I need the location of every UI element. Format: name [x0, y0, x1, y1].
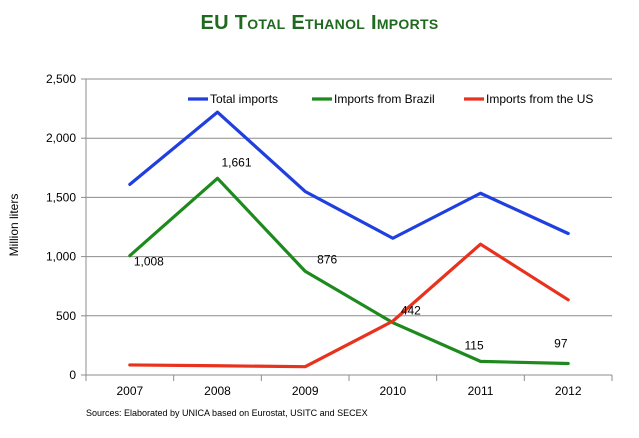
- data-label: 97: [554, 337, 568, 351]
- x-axis-ticks: 2007 2008 2009 2010 2011 2012: [85, 375, 613, 398]
- series-line-0: [128, 110, 570, 240]
- axes: [85, 79, 612, 376]
- y-axis-label: Million liters: [7, 194, 21, 257]
- legend-label: Imports from the US: [486, 92, 593, 106]
- data-label: 115: [465, 338, 484, 352]
- data-label: 876: [317, 252, 337, 266]
- y-tick-label: 2,500: [46, 72, 76, 86]
- series-line-1: [128, 176, 570, 366]
- y-tick-label: 1,000: [46, 250, 76, 264]
- series-line-2: [128, 242, 570, 369]
- y-axis-ticks: 0 500 1,000 1,500 2,000 2,500: [46, 72, 86, 382]
- legend-label: Imports from Brazil: [334, 92, 435, 106]
- data-labels: 1,008 1,661 876 442 115 97: [134, 155, 568, 352]
- legend-label: Total imports: [210, 92, 278, 106]
- x-tick-label: 2008: [204, 384, 231, 398]
- data-label: 1,661: [222, 155, 252, 169]
- source-note: Sources: Elaborated by UNICA based on Eu…: [86, 408, 368, 418]
- y-tick-label: 500: [56, 309, 76, 323]
- x-tick-label: 2007: [116, 384, 143, 398]
- legend: Total imports Imports from Brazil Imports …: [188, 92, 593, 106]
- legend-item: Total imports: [188, 92, 278, 106]
- y-tick-label: 2,000: [46, 131, 76, 145]
- x-tick-label: 2009: [292, 384, 319, 398]
- data-label: 1,008: [134, 255, 164, 269]
- x-tick-label: 2011: [468, 384, 494, 398]
- y-tick-label: 1,500: [46, 190, 76, 204]
- x-tick-label: 2012: [555, 384, 582, 398]
- y-tick-label: 0: [69, 368, 76, 382]
- chart-title: EU Total Ethanol Imports: [200, 12, 439, 34]
- series-lines: [128, 110, 570, 369]
- gridlines: [86, 78, 612, 317]
- legend-item: Imports from the US: [464, 92, 593, 106]
- data-label: 442: [401, 304, 421, 318]
- x-tick-label: 2010: [379, 384, 406, 398]
- legend-item: Imports from Brazil: [312, 92, 435, 106]
